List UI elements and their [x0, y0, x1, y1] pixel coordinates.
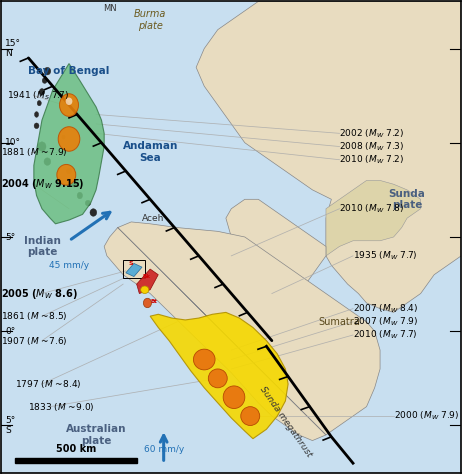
Polygon shape: [196, 1, 461, 312]
Ellipse shape: [72, 182, 77, 187]
Ellipse shape: [44, 158, 51, 165]
Text: 15°
N: 15° N: [5, 39, 21, 58]
Polygon shape: [226, 199, 326, 312]
Polygon shape: [104, 222, 380, 440]
Text: 2010 ($M_W$ 7.7): 2010 ($M_W$ 7.7): [353, 329, 418, 341]
Ellipse shape: [35, 112, 38, 117]
Text: 0°: 0°: [5, 327, 16, 336]
Polygon shape: [126, 264, 142, 277]
Text: 1797 ($M$ ~8.4): 1797 ($M$ ~8.4): [15, 378, 82, 390]
Ellipse shape: [77, 192, 82, 199]
Text: 2000 ($M_W$ 7.9): 2000 ($M_W$ 7.9): [393, 410, 459, 422]
Text: Indian
plate: Indian plate: [24, 236, 60, 257]
Ellipse shape: [60, 94, 79, 117]
Ellipse shape: [44, 67, 51, 75]
Text: Aceh: Aceh: [142, 214, 164, 223]
Ellipse shape: [144, 298, 152, 308]
Ellipse shape: [42, 78, 47, 83]
Ellipse shape: [85, 200, 91, 206]
Ellipse shape: [223, 386, 245, 409]
Text: 2010 ($M_W$ 7.8): 2010 ($M_W$ 7.8): [339, 202, 405, 215]
Bar: [15, 457, 137, 463]
Ellipse shape: [34, 123, 39, 128]
Ellipse shape: [58, 127, 80, 151]
Text: Burma
plate: Burma plate: [134, 9, 166, 31]
Ellipse shape: [38, 142, 46, 151]
Polygon shape: [137, 269, 158, 293]
Text: Bay of Bengal: Bay of Bengal: [28, 66, 109, 76]
Text: MN: MN: [103, 4, 117, 13]
Text: 2004 ($M_W$ 9.15): 2004 ($M_W$ 9.15): [1, 177, 85, 191]
Text: Sunda
plate: Sunda plate: [389, 189, 426, 210]
Text: 60 mm/y: 60 mm/y: [144, 446, 184, 455]
Ellipse shape: [66, 168, 72, 174]
Text: Australian
plate: Australian plate: [66, 424, 126, 446]
Text: Bt: Bt: [150, 299, 157, 304]
Text: 2005 ($M_W$ 8.6): 2005 ($M_W$ 8.6): [1, 287, 78, 301]
Text: S: S: [128, 261, 133, 266]
Polygon shape: [34, 64, 104, 224]
Text: 2008 ($M_W$ 7.3): 2008 ($M_W$ 7.3): [339, 140, 405, 153]
Text: 2007 ($M_W$ 7.9): 2007 ($M_W$ 7.9): [353, 316, 419, 328]
Text: 2002 ($M_W$ 7.2): 2002 ($M_W$ 7.2): [339, 127, 404, 139]
Text: 1881 ($M$ ~7.9): 1881 ($M$ ~7.9): [1, 146, 68, 158]
Ellipse shape: [65, 98, 73, 105]
Polygon shape: [326, 181, 420, 256]
Text: 500 km: 500 km: [55, 444, 96, 454]
Text: 1861 ($M$ ~8.5): 1861 ($M$ ~8.5): [1, 310, 68, 322]
Text: 5°: 5°: [5, 233, 16, 241]
Text: 1907 ($M$ ~7.6): 1907 ($M$ ~7.6): [1, 335, 68, 346]
Text: 45 mm/y: 45 mm/y: [49, 261, 89, 270]
Ellipse shape: [57, 164, 76, 185]
Ellipse shape: [90, 209, 97, 216]
Text: 1833 ($M$ ~9.0): 1833 ($M$ ~9.0): [28, 401, 95, 413]
Text: Sumatra: Sumatra: [319, 317, 360, 327]
Text: 1935 ($M_W$ 7.7): 1935 ($M_W$ 7.7): [353, 250, 418, 262]
Bar: [123, 260, 145, 278]
Text: 2010 ($M_W$ 7.2): 2010 ($M_W$ 7.2): [339, 154, 404, 166]
Text: Bk: Bk: [142, 274, 150, 280]
Ellipse shape: [241, 407, 260, 426]
Text: 2007 ($M_W$ 8.4): 2007 ($M_W$ 8.4): [353, 302, 419, 315]
Ellipse shape: [193, 349, 215, 370]
Text: 5°
S: 5° S: [5, 416, 16, 435]
Text: Andaman
Sea: Andaman Sea: [122, 141, 178, 163]
Text: 1941 ($M_S$ 7.7): 1941 ($M_S$ 7.7): [7, 90, 69, 102]
Text: Sunda megathrust: Sunda megathrust: [258, 385, 313, 459]
Ellipse shape: [141, 286, 149, 293]
Ellipse shape: [37, 100, 41, 106]
Text: 10°: 10°: [5, 138, 21, 147]
Ellipse shape: [39, 89, 45, 95]
Ellipse shape: [208, 369, 227, 388]
Ellipse shape: [62, 135, 65, 139]
Polygon shape: [150, 312, 288, 438]
